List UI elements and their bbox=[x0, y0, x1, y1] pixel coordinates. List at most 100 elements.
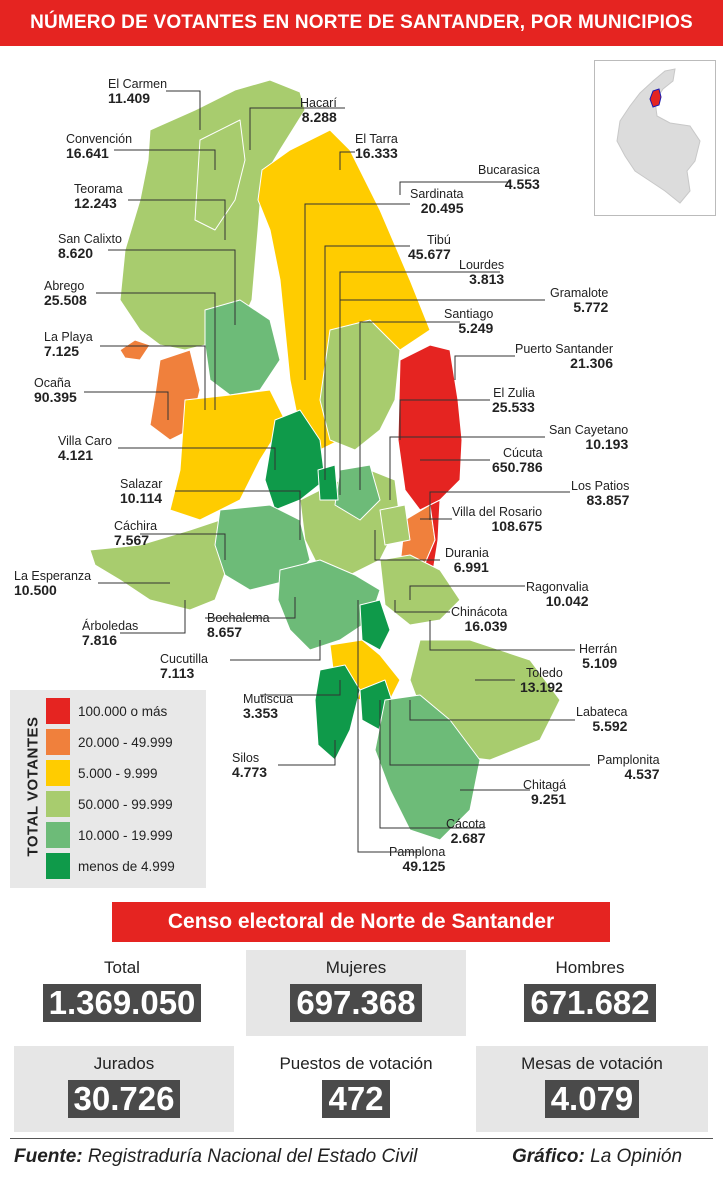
municipality-name: Labateca bbox=[576, 705, 628, 719]
region-salazar bbox=[264, 409, 326, 511]
municipality-name: Cúcuta bbox=[503, 446, 543, 460]
label-cúcuta: Cúcuta 650.786 bbox=[492, 447, 543, 475]
stat-value: 30.726 bbox=[67, 1080, 181, 1118]
municipality-value: 21.306 bbox=[570, 355, 613, 371]
region-villacaro bbox=[169, 389, 286, 521]
municipality-value: 83.857 bbox=[586, 492, 630, 508]
municipality-value: 4.121 bbox=[58, 447, 94, 463]
municipality-name: Bochalema bbox=[207, 611, 270, 625]
label-sardinata: Sardinata 20.495 bbox=[410, 188, 464, 216]
municipality-value: 45.677 bbox=[408, 246, 451, 262]
region-chinacota bbox=[379, 554, 461, 626]
label-cucutilla: Cucutilla 7.113 bbox=[160, 653, 208, 681]
municipality-name: Gramalote bbox=[550, 286, 609, 300]
legend-item: 50.000 - 99.999 bbox=[46, 791, 173, 817]
municipality-name: Cácota bbox=[446, 817, 486, 831]
legend-swatch bbox=[46, 729, 70, 755]
municipality-value: 5.249 bbox=[458, 320, 494, 336]
label-pamplona: Pamplona 49.125 bbox=[389, 846, 445, 874]
label-san-cayetano: San Cayetano 10.193 bbox=[549, 424, 628, 452]
label-villa-caro: Villa Caro 4.121 bbox=[58, 435, 112, 463]
municipality-name: Hacarí bbox=[300, 96, 337, 110]
municipality-value: 49.125 bbox=[402, 858, 446, 874]
municipality-value: 7.125 bbox=[44, 343, 80, 359]
municipality-name: Villa del Rosario bbox=[452, 505, 543, 519]
municipality-name: El Zulia bbox=[493, 386, 535, 400]
stat-label: Mesas de votación bbox=[521, 1054, 663, 1073]
label-villa-del-rosario: Villa del Rosario 108.675 bbox=[452, 506, 542, 534]
legend-label: 10.000 - 19.999 bbox=[78, 827, 173, 843]
municipality-value: 10.500 bbox=[14, 582, 57, 598]
page-title: NÚMERO DE VOTANTES EN NORTE DE SANTANDER… bbox=[0, 0, 723, 46]
label-convención: Convención 16.641 bbox=[66, 133, 132, 161]
label-pamplonita: Pamplonita 4.537 bbox=[597, 754, 660, 782]
municipality-name: Pamplonita bbox=[597, 753, 660, 767]
region-inner-c bbox=[379, 504, 411, 546]
stat-label: Hombres bbox=[555, 958, 625, 977]
stat-label: Jurados bbox=[93, 1054, 155, 1073]
label-bochalema: Bochalema 8.657 bbox=[207, 612, 270, 640]
municipality-value: 25.533 bbox=[492, 399, 535, 415]
municipality-value: 5.592 bbox=[592, 718, 628, 734]
stat-label: Mujeres bbox=[325, 958, 387, 977]
footer-source: Fuente: Registraduría Nacional del Estad… bbox=[14, 1146, 417, 1168]
municipality-value: 16.333 bbox=[355, 145, 398, 161]
municipality-name: Árboledas bbox=[82, 619, 139, 633]
label-hacarí: Hacarí 8.288 bbox=[300, 97, 337, 125]
municipality-name: Chitagá bbox=[523, 778, 567, 792]
region-chitaga bbox=[374, 694, 481, 841]
stat-label: Puestos de votación bbox=[279, 1054, 433, 1073]
label-abrego: Abrego 25.508 bbox=[44, 280, 87, 308]
legend-swatch bbox=[46, 791, 70, 817]
municipality-name: San Cayetano bbox=[549, 423, 629, 437]
label-la-esperanza: La Esperanza 10.500 bbox=[14, 570, 91, 598]
label-árboledas: Árboledas 7.816 bbox=[82, 620, 138, 648]
municipality-value: 10.193 bbox=[585, 436, 629, 452]
legend-title: TOTAL VOTANTES bbox=[24, 716, 42, 857]
label-san-calixto: San Calixto 8.620 bbox=[58, 233, 122, 261]
municipality-name: La Esperanza bbox=[14, 569, 92, 583]
municipality-name: Lourdes bbox=[459, 258, 505, 272]
label-lourdes: Lourdes 3.813 bbox=[459, 259, 504, 287]
municipality-value: 16.039 bbox=[464, 618, 508, 634]
municipality-value: 10.114 bbox=[120, 490, 163, 506]
municipality-name: Villa Caro bbox=[58, 434, 112, 448]
source-text: Registraduría Nacional del Estado Civil bbox=[87, 1146, 418, 1167]
municipality-name: Abrego bbox=[44, 279, 85, 293]
municipality-name: Cucutilla bbox=[160, 652, 208, 666]
label-gramalote: Gramalote 5.772 bbox=[550, 287, 608, 315]
municipality-value: 5.772 bbox=[573, 299, 609, 315]
label-cáchira: Cáchira 7.567 bbox=[114, 520, 157, 548]
municipality-name: El Carmen bbox=[108, 77, 168, 91]
legend-label: menos de 4.999 bbox=[78, 858, 175, 874]
municipality-name: Sardinata bbox=[410, 187, 464, 201]
municipality-value: 650.786 bbox=[492, 459, 543, 475]
region-silos bbox=[314, 664, 361, 761]
stat-mesas-de-votación: Mesas de votación 4.079 bbox=[476, 1046, 708, 1132]
municipality-value: 16.641 bbox=[66, 145, 109, 161]
norte-santander-highlight bbox=[649, 88, 662, 108]
legend-item: 5.000 - 9.999 bbox=[46, 760, 158, 786]
municipality-name: Toledo bbox=[525, 666, 563, 680]
source-label: Fuente: bbox=[14, 1146, 83, 1167]
stat-puestos-de-votación: Puestos de votación 472 bbox=[246, 1046, 466, 1132]
region-abrego bbox=[204, 299, 281, 396]
label-mutiscua: Mutiscua 3.353 bbox=[243, 693, 293, 721]
stat-mujeres: Mujeres 697.368 bbox=[246, 950, 466, 1036]
label-santiago: Santiago 5.249 bbox=[444, 308, 493, 336]
municipality-value: 5.109 bbox=[582, 655, 618, 671]
municipality-name: Ragonvalia bbox=[526, 580, 589, 594]
legend-swatch bbox=[46, 760, 70, 786]
region-bochalema bbox=[277, 559, 381, 651]
stat-value: 697.368 bbox=[290, 984, 422, 1022]
municipality-value: 8.288 bbox=[301, 109, 337, 125]
label-el-tarra: El Tarra 16.333 bbox=[355, 133, 398, 161]
stat-value: 4.079 bbox=[544, 1080, 640, 1118]
municipality-value: 2.687 bbox=[450, 830, 486, 846]
label-los-patios: Los Patios 83.857 bbox=[571, 480, 629, 508]
label-puerto-santander: Puerto Santander 21.306 bbox=[515, 343, 613, 371]
region-cucuta bbox=[397, 344, 463, 511]
municipality-name: Los Patios bbox=[571, 479, 630, 493]
legend-item: 100.000 o más bbox=[46, 698, 167, 724]
label-labateca: Labateca 5.592 bbox=[576, 706, 627, 734]
